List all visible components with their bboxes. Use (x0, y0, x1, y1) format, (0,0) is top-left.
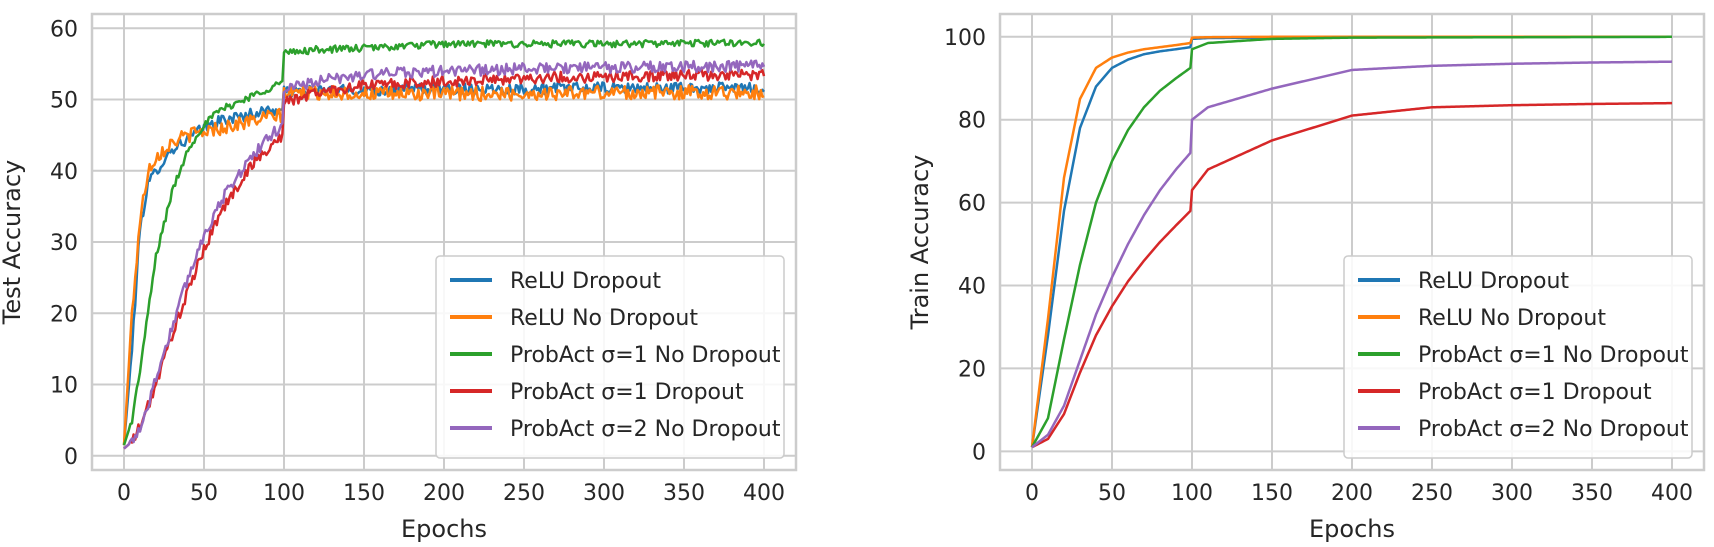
y-tick-label: 100 (944, 26, 986, 51)
legend-label-relu-dropout: ReLU Dropout (1418, 269, 1569, 294)
y-tick-label: 0 (64, 445, 78, 470)
y-tick-label: 20 (50, 302, 78, 327)
legend-label-relu-dropout: ReLU Dropout (510, 269, 661, 294)
x-tick-label: 400 (743, 481, 785, 506)
y-axis-label: Test Accuracy (0, 160, 26, 325)
y-axis-label: Train Accuracy (906, 155, 934, 331)
x-axis-label: Epochs (401, 515, 487, 543)
series-line-probact-sigma1-dropout (123, 68, 766, 450)
x-axis-label: Epochs (1309, 515, 1395, 543)
x-tick-label: 250 (503, 481, 545, 506)
y-tick-label: 60 (958, 192, 986, 217)
legend-label-probact-sigma1-no-dropout: ProbAct σ=1 No Dropout (1418, 343, 1689, 368)
x-tick-label: 0 (1025, 481, 1039, 506)
series-line-probact-sigma2-no-dropout (1031, 60, 1673, 449)
x-tick-label: 100 (263, 481, 305, 506)
legend: ReLU Dropout ReLU No Dropout ProbAct σ=1 N… (435, 255, 785, 459)
series-group (122, 38, 766, 450)
legend-label-probact-sigma2-no-dropout: ProbAct σ=2 No Dropout (510, 417, 781, 442)
legend-box (1343, 255, 1693, 459)
x-tick-label: 0 (117, 481, 131, 506)
x-tick-label: 200 (1331, 481, 1373, 506)
series-group (1030, 35, 1673, 449)
legend-label-probact-sigma2-no-dropout: ProbAct σ=2 No Dropout (1418, 417, 1689, 442)
x-tick-label: 200 (423, 481, 465, 506)
y-tick-label: 40 (50, 160, 78, 185)
x-tick-label: 350 (663, 481, 705, 506)
y-tick-label: 80 (958, 109, 986, 134)
series-line-relu-no-dropout (122, 84, 765, 446)
series-line-probact-sigma2-no-dropout (123, 59, 766, 450)
x-tick-label: 300 (583, 481, 625, 506)
x-tick-label: 150 (1251, 481, 1293, 506)
x-tick-label: 50 (190, 481, 218, 506)
y-tick-label: 50 (50, 89, 78, 114)
series-line-probact-sigma1-dropout (1031, 101, 1673, 449)
y-tick-label: 10 (50, 374, 78, 399)
x-tick-label: 100 (1171, 481, 1213, 506)
series-line-probact-sigma1-no-dropout (1030, 35, 1672, 448)
legend-label-probact-sigma1-dropout: ProbAct σ=1 Dropout (510, 380, 744, 405)
plot-frame (90, 12, 798, 472)
x-tick-label: 50 (1098, 481, 1126, 506)
y-tick-label: 30 (50, 231, 78, 256)
x-tick-label: 250 (1411, 481, 1453, 506)
test-accuracy-chart: 0 50 100 150 200 250 300 350 400 0 10 20 30 40 50 60 Epo… (0, 12, 798, 543)
x-tick-label: 400 (1651, 481, 1693, 506)
legend-label-relu-no-dropout: ReLU No Dropout (510, 306, 698, 331)
y-tick-label: 40 (958, 275, 986, 300)
legend-label-probact-sigma1-dropout: ProbAct σ=1 Dropout (1418, 380, 1652, 405)
x-tick-label: 300 (1491, 481, 1533, 506)
y-tick-label: 60 (50, 17, 78, 42)
y-tick-label: 20 (958, 357, 986, 382)
plot-frame (998, 12, 1706, 472)
train-accuracy-chart: 0 50 100 150 200 250 300 350 400 0 20 40 60 80 100 Epoc… (906, 12, 1706, 543)
legend: ReLU Dropout ReLU No Dropout ProbAct σ=1 N… (1343, 255, 1693, 459)
legend-label-relu-no-dropout: ReLU No Dropout (1418, 306, 1606, 331)
x-tick-label: 350 (1571, 481, 1613, 506)
y-tick-label: 0 (972, 440, 986, 465)
legend-box (435, 255, 785, 459)
legend-label-probact-sigma1-no-dropout: ProbAct σ=1 No Dropout (510, 343, 781, 368)
x-tick-label: 150 (343, 481, 385, 506)
series-line-probact-sigma1-no-dropout (122, 38, 765, 446)
